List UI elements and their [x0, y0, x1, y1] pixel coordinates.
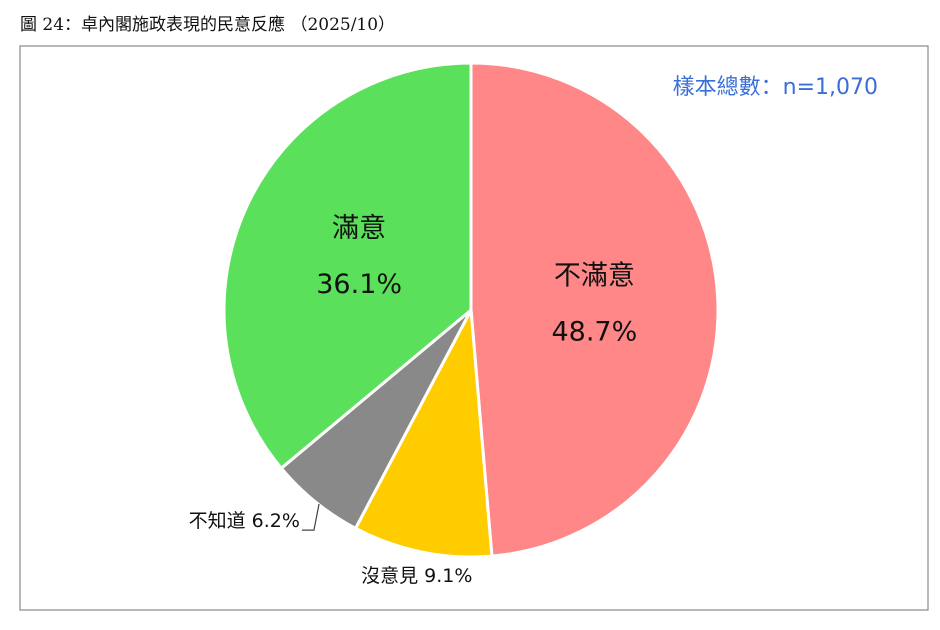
slice-category-label: 滿意	[332, 213, 386, 244]
slice-value-label: 36.1%	[316, 269, 402, 300]
slice-value-label: 6.2%	[252, 510, 300, 532]
slice-value-label: 48.7%	[551, 316, 637, 347]
slice-category-label: 不滿意	[554, 260, 635, 291]
slice-label: 沒意見 9.1%	[361, 565, 472, 587]
sample-size: 樣本總數：n=1,070	[673, 75, 878, 100]
pie-slice	[222, 61, 473, 471]
pie-slice	[469, 61, 720, 558]
leader-line	[301, 503, 320, 531]
pie-slice	[353, 304, 494, 559]
slice-category-label: 不知道	[189, 510, 246, 532]
slice-value-label: 9.1%	[424, 565, 472, 587]
slice-category-label: 沒意見	[361, 565, 418, 587]
chart-title: 圖 24：卓內閣施政表現的民意反應 （2025/10）	[20, 14, 395, 35]
slice-label: 不知道 6.2%	[189, 510, 300, 532]
chart-frame	[19, 45, 929, 611]
